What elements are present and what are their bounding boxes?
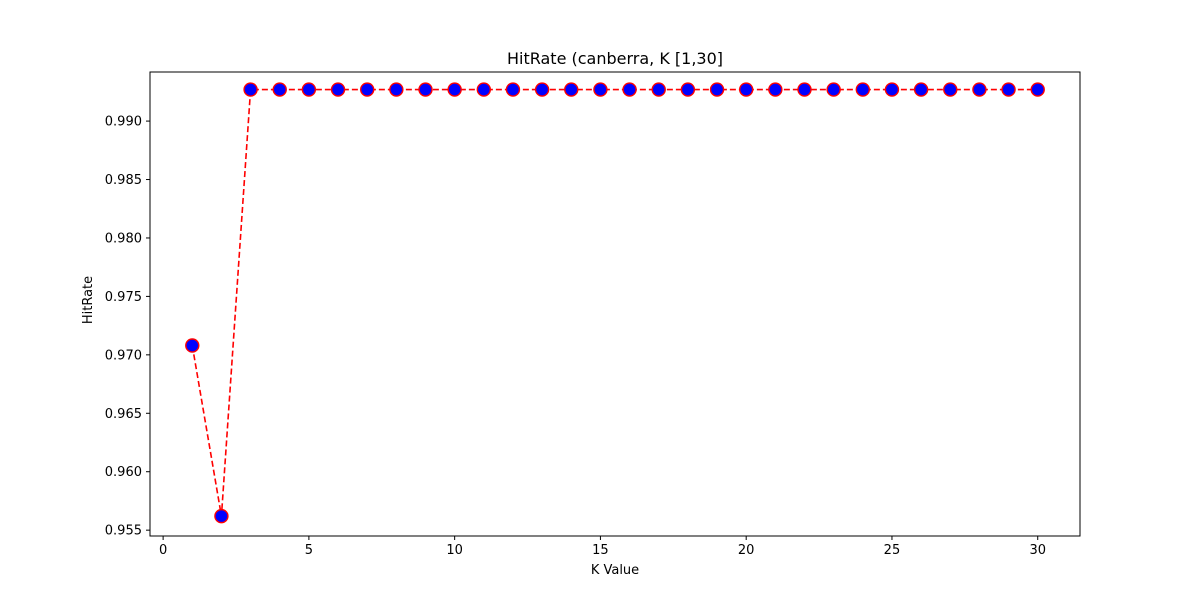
data-point: [1030, 82, 1045, 97]
data-point: [301, 82, 317, 97]
data-point: [622, 82, 637, 97]
data-point: [476, 82, 492, 97]
data-point: [389, 82, 404, 97]
y-tick-label: 0.960: [105, 465, 142, 480]
data-point: [651, 82, 666, 97]
x-tick-label: 10: [446, 543, 463, 558]
x-tick-label: 30: [1029, 543, 1046, 558]
data-point: [272, 82, 287, 97]
data-point: [593, 82, 608, 97]
data-point: [826, 82, 841, 97]
data-point: [913, 82, 929, 97]
data-point: [943, 82, 958, 97]
data-point: [884, 82, 900, 97]
data-point: [505, 82, 521, 97]
data-point: [709, 82, 725, 97]
x-tick-label: 15: [592, 543, 609, 558]
axes-frame: [149, 71, 1081, 537]
y-tick-label: 0.965: [105, 407, 142, 422]
data-point: [1001, 82, 1016, 97]
y-tick-label: 0.975: [105, 290, 142, 305]
data-point: [185, 338, 200, 353]
y-tick-label: 0.970: [105, 348, 142, 363]
data-point: [214, 508, 229, 524]
y-tick-label: 0.990: [105, 115, 142, 130]
data-point: [534, 82, 550, 97]
data-point: [447, 82, 462, 97]
y-tick-label: 0.985: [105, 173, 142, 188]
data-point: [418, 82, 433, 97]
x-tick-label: 0: [159, 543, 167, 558]
data-point: [797, 82, 812, 97]
y-tick-label: 0.980: [105, 231, 142, 246]
plot-area: 0 5 10 15 20 25 30 0.955 0.960 0.965 0.970 0.975 0.9…: [105, 71, 1081, 558]
data-point: [564, 82, 579, 97]
x-tick-label: 25: [884, 543, 901, 558]
data-point: [855, 82, 871, 97]
chart-title: HitRate (canberra, K [1,30]: [507, 49, 723, 68]
data-point: [243, 82, 258, 97]
y-tick-label: 0.955: [105, 524, 142, 539]
data-point: [330, 82, 346, 97]
data-point: [680, 82, 696, 97]
data-point: [768, 82, 783, 97]
data-point: [359, 82, 375, 97]
x-tick-label: 20: [738, 543, 755, 558]
x-tick-label: 5: [305, 543, 313, 558]
data-point: [972, 82, 987, 97]
data-point: [738, 82, 754, 97]
x-axis-title: K Value: [591, 563, 639, 578]
y-axis-title: HitRate: [81, 276, 96, 324]
